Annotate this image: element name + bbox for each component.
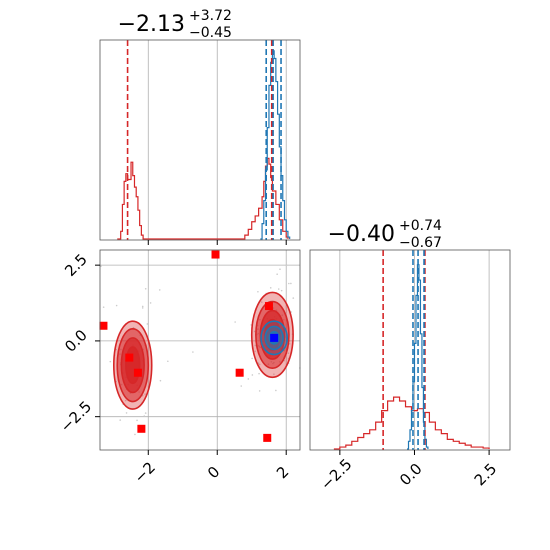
square-marker	[235, 368, 244, 377]
sample-dot	[159, 379, 162, 382]
hist-2-frame	[309, 249, 511, 451]
x-tick-label: 0	[204, 463, 223, 482]
sample-dot	[119, 419, 122, 421]
sample-dot	[134, 433, 136, 436]
sample-dot	[124, 399, 127, 402]
sample-dot	[102, 306, 105, 308]
sample-dot	[260, 301, 263, 303]
density-contour	[125, 346, 141, 385]
x-tick-label: 2	[273, 463, 292, 482]
sample-dot	[158, 289, 161, 291]
sample-dot	[144, 412, 147, 414]
sample-dot	[100, 265, 102, 268]
sample-dot	[273, 373, 275, 375]
sample-dot	[144, 393, 146, 395]
hist-panel-1: −2.13 +3.72 −0.45	[99, 8, 301, 245]
square-marker	[211, 250, 220, 259]
y-tick-label: −2.5	[57, 397, 95, 435]
sample-dot	[257, 290, 259, 293]
sample-dot	[234, 321, 236, 323]
square-marker	[133, 368, 142, 377]
sample-dot	[277, 288, 280, 290]
hist-panel-2: −2.5 0.0 2.5 −0.40 +0.74 −0.67	[309, 218, 511, 494]
sample-dot	[276, 273, 278, 275]
square-marker	[264, 302, 273, 311]
sample-dot	[144, 288, 147, 290]
sample-dot	[167, 360, 169, 363]
sample-dot	[285, 264, 288, 267]
sample-dot	[287, 352, 290, 355]
hist-1-frame	[99, 39, 301, 241]
sample-dot	[275, 389, 277, 392]
histogram-step	[333, 396, 490, 450]
sample-dot	[247, 378, 250, 380]
sample-dot	[146, 323, 149, 325]
sample-dot	[280, 289, 283, 292]
sample-dot	[288, 282, 290, 285]
x-tick-label: 0.0	[396, 460, 426, 490]
histogram-step	[260, 50, 291, 240]
hist-2-title-value: −0.40	[328, 222, 395, 247]
y-tick-label: 2.5	[61, 250, 91, 280]
sample-dot	[192, 351, 194, 353]
sample-dot	[141, 307, 144, 309]
scatter-frame	[99, 249, 301, 451]
sample-dot	[149, 302, 152, 304]
sample-dot	[253, 330, 256, 333]
square-marker	[263, 433, 272, 442]
x-tick-label: −2	[131, 458, 159, 486]
sample-dot	[285, 305, 288, 308]
sample-dot	[254, 344, 257, 347]
y-tick-label: 0.0	[61, 326, 91, 356]
x-tick-label: −2.5	[317, 455, 355, 493]
x-tick-label: 2.5	[471, 460, 501, 490]
square-marker	[125, 353, 134, 362]
sample-dot	[109, 360, 112, 363]
sample-dot	[258, 372, 260, 375]
sample-dot	[292, 297, 295, 299]
square-marker	[99, 321, 108, 330]
sample-dot	[269, 287, 272, 289]
square-marker	[270, 333, 279, 342]
sample-dot	[240, 385, 243, 387]
sample-dot	[141, 305, 144, 308]
sample-dot	[290, 282, 292, 285]
sample-dot	[258, 363, 261, 366]
sample-dot	[254, 350, 256, 353]
sample-dot	[258, 390, 261, 392]
sample-dot	[251, 357, 253, 360]
sample-dot	[288, 343, 291, 345]
sample-dot	[143, 415, 146, 417]
hist-1-title-plus: +3.72	[189, 8, 232, 24]
sample-dot	[125, 412, 128, 414]
sample-dot	[136, 419, 138, 422]
square-marker	[137, 424, 146, 433]
scatter-panel: −2 0 2 2.5 0.0 −2.5	[57, 249, 301, 487]
hist-2-title-plus: +0.74	[399, 218, 442, 234]
hist-1-title-value: −2.13	[118, 12, 185, 37]
sample-dot	[115, 304, 118, 307]
hist-2-title-minus: −0.67	[399, 235, 442, 251]
sample-dot	[279, 268, 281, 271]
hist-1-title-minus: −0.45	[189, 25, 232, 41]
sample-dot	[251, 374, 254, 376]
